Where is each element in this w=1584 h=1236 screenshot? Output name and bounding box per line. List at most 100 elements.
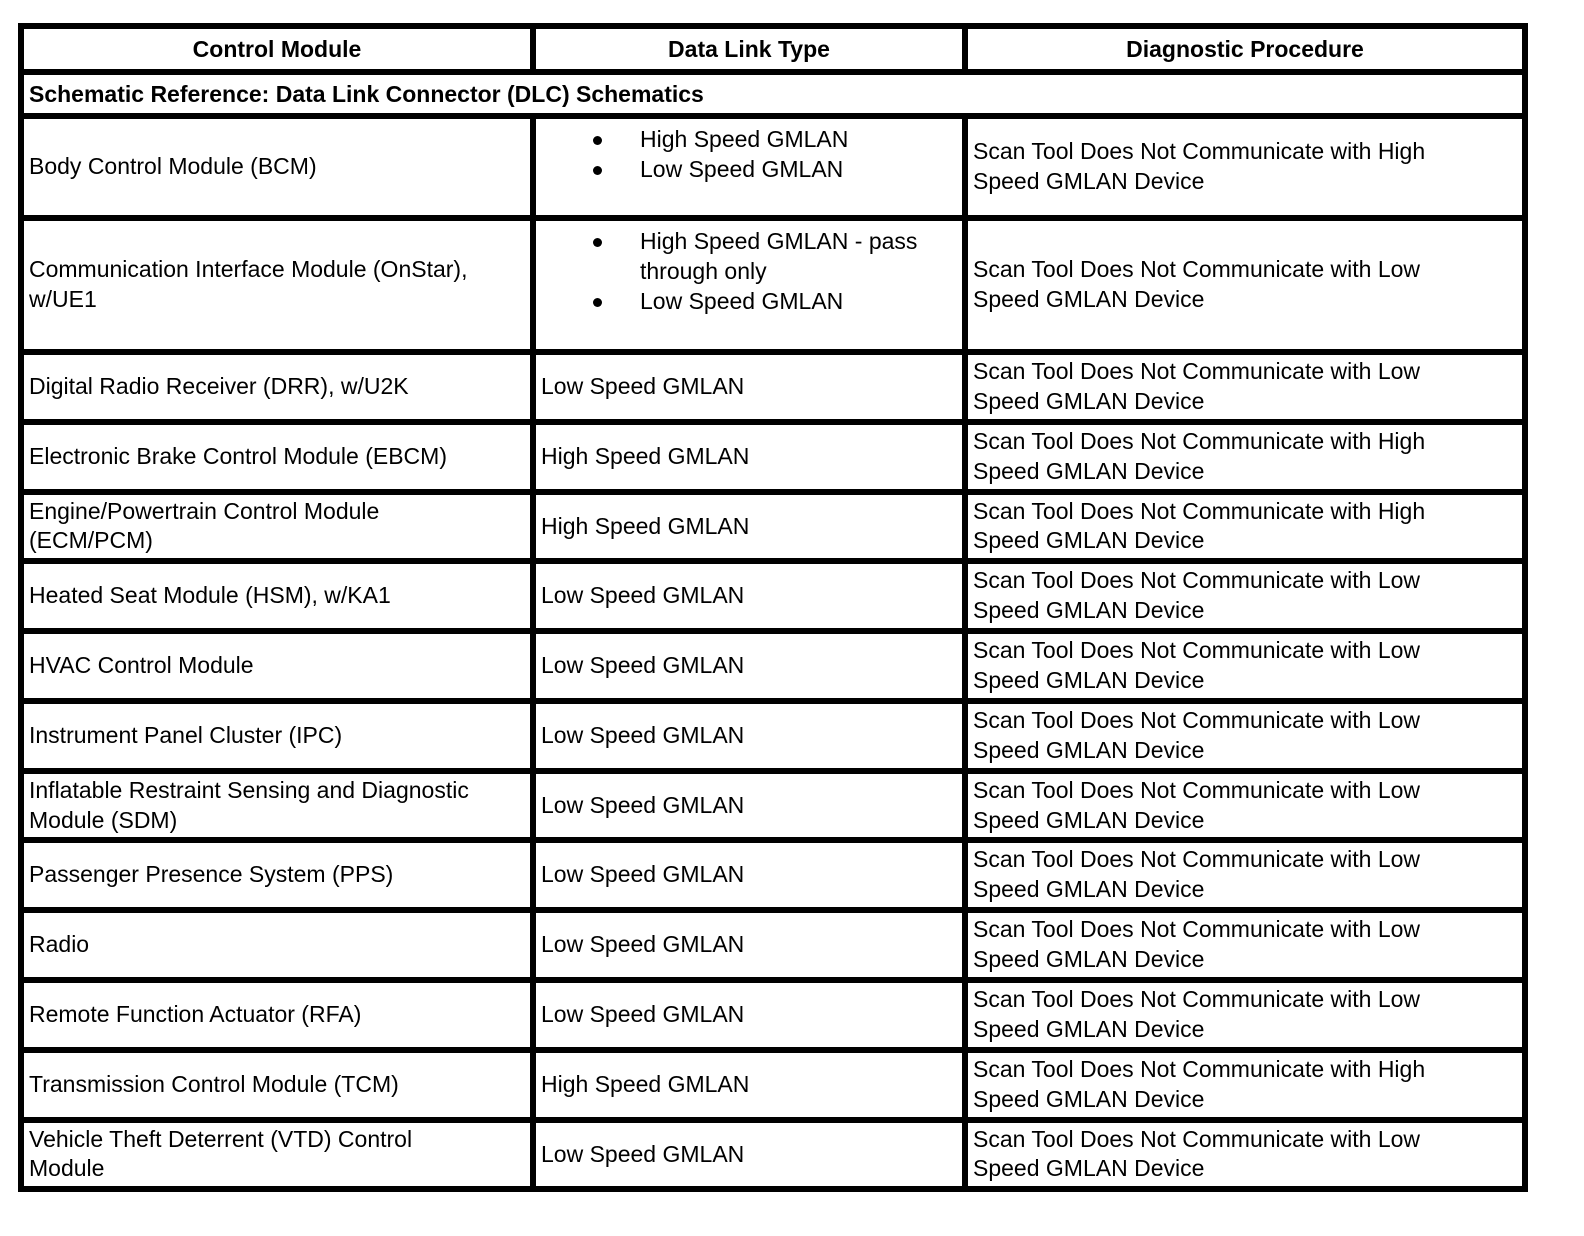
bullet-icon (593, 297, 602, 307)
diagnostic-procedure-text: Scan Tool Does Not Communicate with Low … (973, 846, 1421, 903)
diagnostic-procedure-cell: Scan Tool Does Not Communicate with Low … (962, 628, 1528, 704)
control-module-cell: Communication Interface Module (OnStar),… (18, 215, 536, 355)
control-module-text: Instrument Panel Cluster (IPC) (29, 721, 343, 748)
control-module-text: HVAC Control Module (29, 652, 254, 679)
data-link-type-text: Low Speed GMLAN (640, 155, 844, 182)
diagnostic-procedure-text: Scan Tool Does Not Communicate with Low … (973, 637, 1421, 694)
diagnostic-procedure-cell: Scan Tool Does Not Communicate with High… (962, 488, 1528, 565)
data-link-type-text: Low Speed GMLAN (541, 652, 745, 679)
diagnostic-procedure-text: Scan Tool Does Not Communicate with Low … (973, 358, 1421, 414)
control-module-cell: Inflatable Restraint Sensing and Diagnos… (18, 767, 536, 844)
control-module-text: Remote Function Actuator (RFA) (29, 1000, 362, 1027)
diagnostic-procedure-text: Scan Tool Does Not Communicate with Low … (973, 776, 1421, 833)
diagnostic-procedure-cell: Scan Tool Does Not Communicate with Low … (962, 349, 1528, 425)
diagnostic-procedure-text: Scan Tool Does Not Communicate with Low … (973, 986, 1421, 1042)
control-module-text: Passenger Presence System (PPS) (29, 861, 394, 888)
diagnostic-procedure-cell: Scan Tool Does Not Communicate with Low … (962, 837, 1528, 914)
dlc-schematics-table: Control Module Data Link Type Diagnostic… (18, 23, 1528, 1193)
column-header-diagnostic-procedure: Diagnostic Procedure (962, 23, 1528, 75)
data-link-type-cell: Low Speed GMLAN (530, 1116, 968, 1193)
table-row: Remote Function Actuator (RFA) Low Speed… (18, 977, 1528, 1053)
data-link-type-text: Low Speed GMLAN (541, 1140, 745, 1167)
data-link-type-cell: Low Speed GMLAN (530, 628, 968, 704)
data-link-type-cell: Low Speed GMLAN (530, 767, 968, 844)
data-link-type-text: High Speed GMLAN (640, 126, 849, 152)
control-module-text: Vehicle Theft Deterrent (VTD) Control Mo… (29, 1125, 413, 1182)
data-link-type-cell: Low Speed GMLAN (530, 837, 968, 914)
data-link-type-text: Low Speed GMLAN (541, 372, 745, 399)
data-link-type-cell: High Speed GMLAN (530, 418, 968, 495)
diagnostic-procedure-cell: Scan Tool Does Not Communicate with Low … (962, 215, 1528, 355)
diagnostic-procedure-cell: Scan Tool Does Not Communicate with Low … (962, 558, 1528, 635)
table-row: Communication Interface Module (OnStar),… (18, 215, 1528, 355)
bullet-icon (593, 136, 602, 145)
data-link-type-cell: High Speed GMLAN - pass through only Low … (530, 215, 968, 355)
table-row: Engine/Powertrain Control Module (ECM/PC… (18, 488, 1528, 565)
control-module-cell: Vehicle Theft Deterrent (VTD) Control Mo… (18, 1116, 536, 1193)
control-module-text: Digital Radio Receiver (DRR), w/U2K (29, 372, 409, 399)
diagnostic-procedure-text: Scan Tool Does Not Communicate with High… (973, 497, 1426, 554)
bullet-icon (593, 165, 602, 175)
table-row: Digital Radio Receiver (DRR), w/U2K Low … (18, 349, 1528, 425)
control-module-text: Body Control Module (BCM) (29, 153, 317, 180)
control-module-cell: Engine/Powertrain Control Module (ECM/PC… (18, 488, 536, 565)
data-link-type-cell: High Speed GMLAN (530, 488, 968, 565)
diagnostic-procedure-text: Scan Tool Does Not Communicate with Low … (973, 706, 1421, 763)
data-link-type-text: High Speed GMLAN - pass through only (640, 228, 918, 284)
table-header-row: Control Module Data Link Type Diagnostic… (18, 23, 1528, 75)
data-link-type-cell: Low Speed GMLAN (530, 697, 968, 774)
diagnostic-procedure-text: Scan Tool Does Not Communicate with Low … (973, 256, 1421, 312)
diagnostic-procedure-text: Scan Tool Does Not Communicate with Low … (973, 916, 1421, 973)
data-link-type-text: High Speed GMLAN (541, 1070, 750, 1097)
control-module-cell: Instrument Panel Cluster (IPC) (18, 697, 536, 774)
bullet-icon (593, 238, 602, 247)
column-header-data-link-type: Data Link Type (530, 23, 968, 75)
data-link-type-text: Low Speed GMLAN (541, 931, 745, 958)
data-link-type-bullet-item: High Speed GMLAN - pass through only (541, 227, 957, 287)
control-module-cell: Body Control Module (BCM) (18, 113, 536, 221)
data-link-type-text: Low Speed GMLAN (541, 791, 745, 818)
control-module-text: Engine/Powertrain Control Module (ECM/PC… (29, 497, 380, 554)
data-link-type-text: Low Speed GMLAN (640, 287, 844, 314)
control-module-cell: Electronic Brake Control Module (EBCM) (18, 418, 536, 495)
data-link-type-text: Low Speed GMLAN (541, 861, 745, 888)
control-module-text: Electronic Brake Control Module (EBCM) (29, 442, 447, 469)
control-module-cell: HVAC Control Module (18, 628, 536, 704)
diagnostic-procedure-text: Scan Tool Does Not Communicate with High… (973, 1055, 1426, 1112)
table-row: Electronic Brake Control Module (EBCM) H… (18, 418, 1528, 495)
diagnostic-procedure-text: Scan Tool Does Not Communicate with High… (973, 138, 1426, 194)
data-link-type-cell: High Speed GMLAN (530, 1046, 968, 1123)
table-row: Instrument Panel Cluster (IPC) Low Speed… (18, 697, 1528, 774)
diagnostic-procedure-cell: Scan Tool Does Not Communicate with Low … (962, 1116, 1528, 1193)
diagnostic-procedure-text: Scan Tool Does Not Communicate with Low … (973, 1125, 1421, 1182)
control-module-cell: Passenger Presence System (PPS) (18, 837, 536, 914)
control-module-cell: Remote Function Actuator (RFA) (18, 977, 536, 1053)
table-row: Radio Low Speed GMLAN Scan Tool Does Not… (18, 907, 1528, 984)
diagnostic-procedure-text: Scan Tool Does Not Communicate with High… (973, 427, 1426, 484)
control-module-text: Inflatable Restraint Sensing and Diagnos… (29, 776, 469, 833)
column-header-control-module: Control Module (18, 23, 536, 75)
section-header-row: Schematic Reference: Data Link Connector… (18, 69, 1528, 119)
diagnostic-procedure-cell: Scan Tool Does Not Communicate with Low … (962, 697, 1528, 774)
diagnostic-procedure-text: Scan Tool Does Not Communicate with Low … (973, 567, 1421, 624)
table-row: Passenger Presence System (PPS) Low Spee… (18, 837, 1528, 914)
data-link-type-cell: Low Speed GMLAN (530, 907, 968, 984)
table-row: Heated Seat Module (HSM), w/KA1 Low Spee… (18, 558, 1528, 635)
data-link-type-bullet-item: High Speed GMLAN (541, 125, 957, 155)
table-row: Body Control Module (BCM) High Speed GML… (18, 113, 1528, 221)
data-link-type-text: Low Speed GMLAN (541, 1000, 745, 1027)
table-row: Transmission Control Module (TCM) High S… (18, 1046, 1528, 1123)
control-module-text: Radio (29, 931, 90, 958)
control-module-cell: Heated Seat Module (HSM), w/KA1 (18, 558, 536, 635)
control-module-cell: Transmission Control Module (TCM) (18, 1046, 536, 1123)
control-module-cell: Digital Radio Receiver (DRR), w/U2K (18, 349, 536, 425)
schematic-reference-header: Schematic Reference: Data Link Connector… (18, 69, 1528, 119)
control-module-cell: Radio (18, 907, 536, 984)
diagnostic-procedure-cell: Scan Tool Does Not Communicate with High… (962, 418, 1528, 495)
table-row: Vehicle Theft Deterrent (VTD) Control Mo… (18, 1116, 1528, 1193)
data-link-type-bullet-item: Low Speed GMLAN (541, 155, 957, 185)
data-link-type-text: Low Speed GMLAN (541, 721, 745, 748)
diagnostic-procedure-cell: Scan Tool Does Not Communicate with High… (962, 1046, 1528, 1123)
diagnostic-procedure-cell: Scan Tool Does Not Communicate with Low … (962, 907, 1528, 984)
data-link-type-text: High Speed GMLAN (541, 442, 750, 469)
